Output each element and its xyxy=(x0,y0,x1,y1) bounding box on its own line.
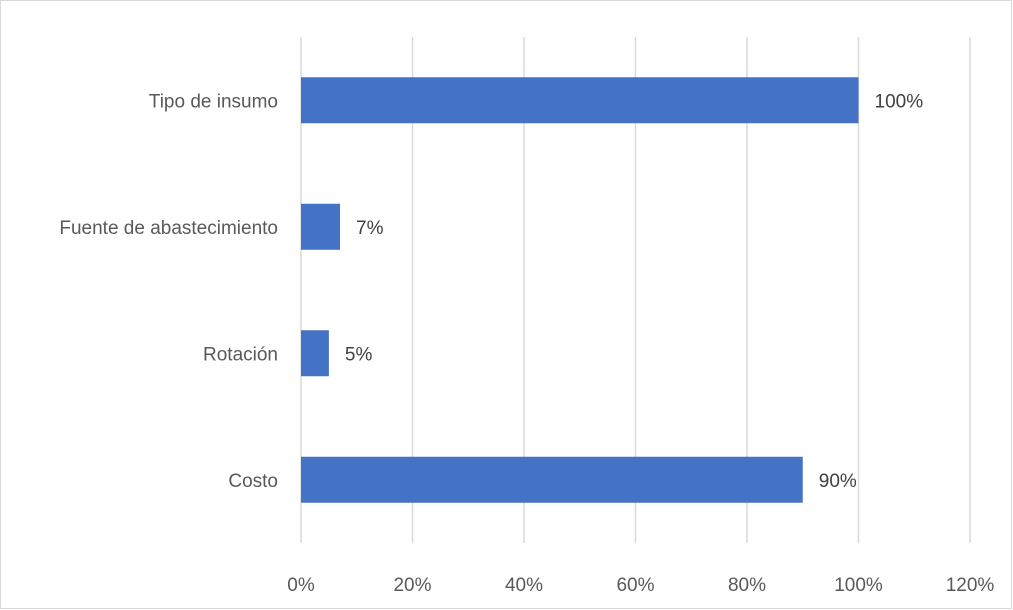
category-label: Rotación xyxy=(203,344,278,365)
bar xyxy=(301,456,803,503)
x-tick-label: 120% xyxy=(946,575,995,596)
category-label: Costo xyxy=(228,471,278,492)
bars xyxy=(301,77,859,503)
x-tick-label: 60% xyxy=(616,575,654,596)
x-tick-label: 80% xyxy=(728,575,766,596)
category-labels: Tipo de insumo Fuente de abastecimiento Ro… xyxy=(59,91,278,492)
bar xyxy=(301,77,859,124)
data-label: 5% xyxy=(345,344,373,365)
category-label: Fuente de abastecimiento xyxy=(59,218,278,239)
bar xyxy=(301,330,329,377)
data-label: 90% xyxy=(819,471,857,492)
x-tick-label: 100% xyxy=(834,575,883,596)
x-tick-label: 40% xyxy=(505,575,543,596)
x-axis-tick-labels: 0% 20% 40% 60% 80% 100% 120% xyxy=(287,575,994,596)
bar xyxy=(301,203,341,250)
x-tick-label: 0% xyxy=(287,575,315,596)
data-label: 100% xyxy=(875,91,924,112)
data-label: 7% xyxy=(356,218,384,239)
category-label: Tipo de insumo xyxy=(149,91,278,112)
data-labels: 100% 7% 5% 90% xyxy=(345,91,923,492)
x-tick-label: 20% xyxy=(393,575,431,596)
